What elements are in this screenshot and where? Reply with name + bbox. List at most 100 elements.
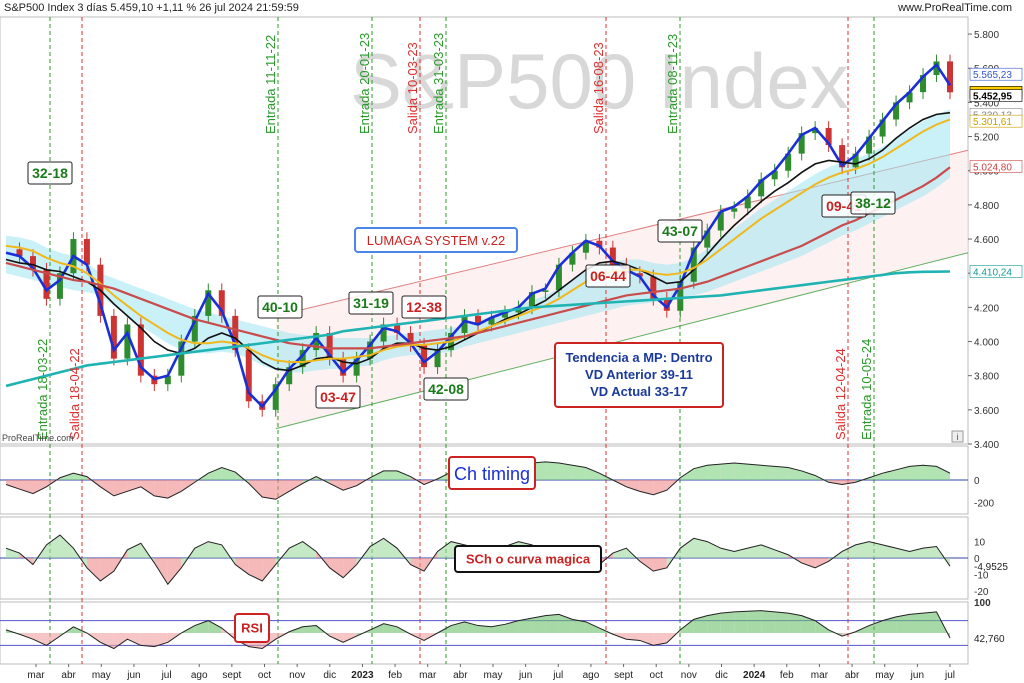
curva-area (235, 558, 249, 575)
price-label-2: 5.452,95 (973, 92, 1012, 103)
trend-box (554, 342, 724, 408)
timing-y-tick-label: -200 (974, 499, 994, 510)
signal-box-9[interactable] (850, 191, 896, 215)
x-tick-label: 2024 (743, 670, 766, 681)
rsi-area (680, 619, 694, 633)
curva-area (370, 538, 384, 558)
signal-label-4: Salida 10-03-23 (405, 42, 420, 134)
candle-body (906, 92, 913, 103)
info-icon[interactable] (951, 430, 964, 443)
candle-body (286, 367, 293, 385)
timing-area (626, 480, 640, 492)
price-y-tick-label: 4.800 (974, 201, 999, 212)
price-label-6: 4.410,24 (973, 267, 1012, 278)
rsi-area (639, 633, 654, 646)
rsi-area (909, 613, 924, 633)
price-y-tick-label: 4.600 (974, 235, 999, 246)
chart-header: S&P500 Index 3 días 5.459,10 +1,11 % 26 … (0, 0, 1024, 16)
candle-body (812, 128, 819, 134)
x-tick-label: abr (61, 670, 76, 681)
rsi-area (761, 610, 775, 633)
candle-body (771, 170, 778, 180)
candle-body (731, 208, 738, 212)
timing-area (208, 467, 222, 480)
signal-label-9: Entrada 10-05-24 (859, 339, 874, 440)
curva-area (761, 544, 775, 558)
curva-area (680, 538, 694, 558)
candle-body (879, 119, 886, 137)
candle-body (299, 350, 306, 368)
panel-label-timing: Ch timing (454, 464, 530, 484)
candle-body (245, 350, 252, 402)
rsi-area (194, 620, 209, 633)
curva-area (653, 558, 667, 572)
trend-line-2: VD Actual 33-17 (590, 384, 688, 399)
timing-area (6, 480, 20, 490)
price-label-box-6 (969, 265, 1023, 278)
signal-box-label-0: 32-18 (32, 165, 68, 181)
candle-body (421, 344, 428, 368)
candle-body (609, 247, 616, 265)
candle-body (677, 281, 684, 311)
candle-body (313, 332, 320, 351)
rsi-area (558, 614, 573, 633)
signal-box-5[interactable] (423, 377, 469, 401)
rsi-area (869, 620, 883, 633)
timing-area (585, 467, 600, 480)
trend-line-0: Tendencia a MP: Dentro (565, 350, 712, 365)
rsi-area (626, 633, 640, 641)
candle-body (353, 358, 360, 376)
rsi-area (140, 633, 155, 647)
rsi-area (774, 611, 789, 633)
candle-body (825, 128, 832, 146)
curva-area (59, 535, 74, 558)
price-label-5: 5.024,80 (973, 162, 1012, 173)
x-tick-label: nov (681, 670, 697, 681)
price-y-tick-label: 3.600 (974, 406, 999, 417)
curva-area (815, 558, 829, 568)
chart-header-title: S&P500 Index 3 días 5.459,10 +1,11 % 26 … (4, 2, 299, 14)
timing-area (788, 467, 802, 480)
candle-body (596, 240, 603, 248)
candle-body (205, 290, 212, 316)
rsi-area (302, 625, 317, 633)
signal-label-5: Entrada 31-03-23 (431, 33, 446, 134)
x-tick-label: may (484, 670, 503, 681)
price-y-tick-label: 3.800 (974, 372, 999, 383)
candle-body (218, 290, 225, 316)
curva-area (747, 544, 762, 558)
signal-box-4[interactable] (401, 295, 447, 319)
x-tick-label: oct (650, 670, 664, 681)
x-tick-label: abr (845, 670, 860, 681)
x-tick-label: dic (715, 670, 728, 681)
candle-body (852, 153, 859, 168)
candle-body (704, 230, 711, 248)
candle-body (569, 252, 576, 265)
candle-body (717, 211, 724, 231)
timing-area (558, 463, 573, 480)
timing-area (154, 480, 168, 499)
rsi-area (734, 611, 748, 633)
timing-area (923, 465, 937, 480)
brand-label[interactable]: www.ProRealTime.com (898, 2, 1012, 14)
candle-body (758, 179, 765, 197)
candle-body (380, 324, 387, 342)
curva-area (882, 544, 897, 558)
signal-box-0[interactable] (27, 161, 73, 185)
timing-area (747, 464, 762, 480)
curva-area (410, 558, 425, 572)
candle-body (555, 264, 562, 291)
signal-box-2[interactable] (315, 385, 361, 409)
candle-body (137, 324, 144, 376)
signal-box-7[interactable] (657, 219, 703, 243)
signal-box-3[interactable] (348, 291, 394, 315)
signal-box-1[interactable] (257, 295, 303, 319)
signal-box-label-3: 31-19 (353, 295, 389, 311)
candle-body (43, 269, 50, 299)
x-tick-label: feb (780, 670, 794, 681)
timing-area (869, 473, 883, 480)
signal-box-6[interactable] (585, 264, 631, 288)
timing-area (397, 470, 411, 480)
rsi-area (100, 633, 114, 649)
